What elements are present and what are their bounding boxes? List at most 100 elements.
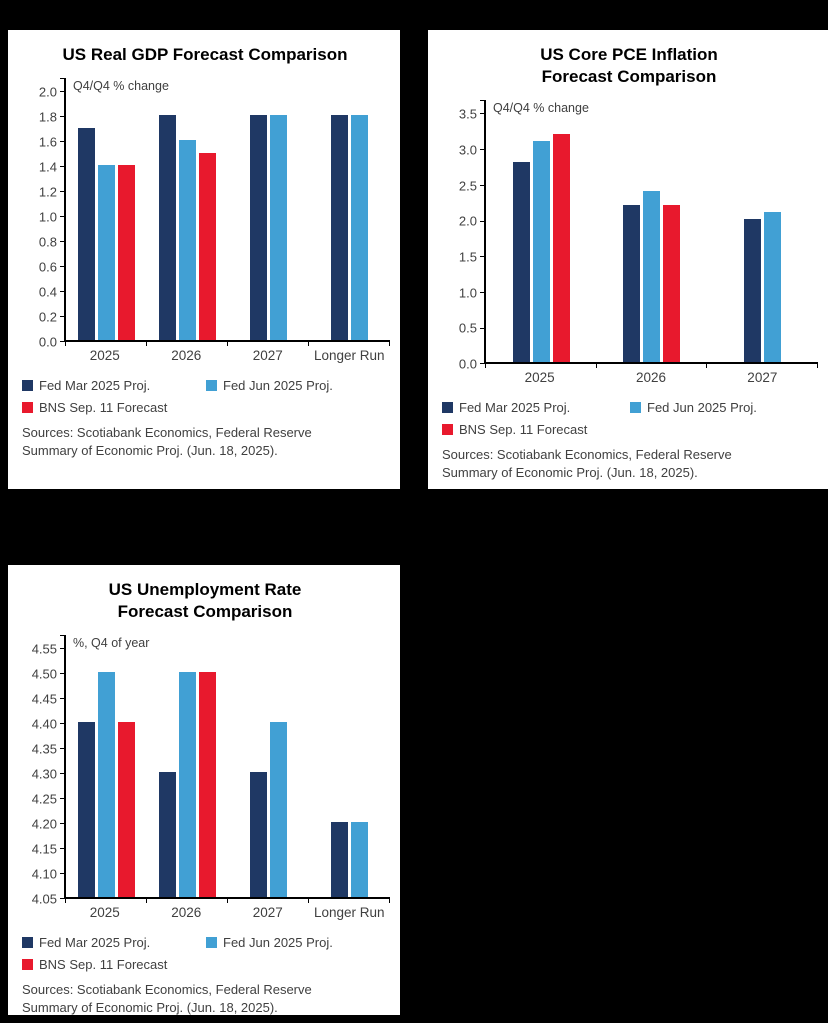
- y-tick-label: 0.0: [458, 356, 477, 372]
- bar: [532, 140, 550, 363]
- plot-unemployment: %, Q4 of year: [60, 635, 390, 904]
- bar: [98, 672, 115, 898]
- x-axis-label: 2025: [524, 370, 555, 386]
- y-tick-mark: [60, 191, 66, 193]
- legend-item-fed-mar: Fed Mar 2025 Proj.: [22, 378, 206, 393]
- x-tick-mark: [485, 362, 486, 369]
- bar-group-longer-run: [309, 635, 390, 898]
- legend-item-fed-jun: Fed Jun 2025 Proj.: [206, 935, 390, 950]
- y-tick-mark: [60, 291, 66, 293]
- x-tick-mark: [65, 897, 66, 904]
- y-tick-label: 0.4: [38, 284, 57, 300]
- legend-label-fed-mar: Fed Mar 2025 Proj.: [39, 378, 151, 394]
- chart-area-pce: 3.5 3.0 2.5 2.0 1.5 1.0 0.5 0.0 Q4/Q4 % change: [440, 100, 818, 372]
- x-tick-mark: [308, 340, 309, 347]
- y-tick-label: 3.5: [458, 106, 477, 122]
- y-axis-gdp: 2.0 1.8 1.6 1.4 1.2 1.0 0.8 0.6 0.4 0.2 0.0: [20, 78, 64, 350]
- x-axis-label: 2026: [171, 348, 202, 364]
- legend-item-bns: BNS Sep. 11 Forecast: [22, 957, 206, 972]
- bar: [331, 822, 348, 898]
- bar: [250, 115, 267, 341]
- y-tick-mark: [60, 823, 66, 825]
- y-tick-mark: [60, 216, 66, 218]
- bar: [623, 205, 641, 363]
- y-tick-mark: [480, 113, 486, 115]
- bar: [663, 205, 681, 363]
- y-tick-label: 0.0: [38, 334, 57, 350]
- bar: [512, 162, 530, 363]
- sources-note: Sources: Scotiabank Economics, Federal R…: [442, 447, 732, 481]
- y-tick-mark: [60, 873, 66, 875]
- legend-swatch-fed-jun: [206, 380, 217, 392]
- y-axis-pce: 3.5 3.0 2.5 2.0 1.5 1.0 0.5 0.0: [440, 100, 484, 372]
- x-tick-mark: [389, 897, 390, 904]
- x-tick-mark: [146, 897, 147, 904]
- x-tick-mark: [227, 340, 228, 347]
- legend-item-fed-jun: Fed Jun 2025 Proj.: [206, 378, 390, 393]
- bar: [98, 165, 115, 341]
- x-tick-mark: [227, 897, 228, 904]
- y-tick-label: 1.4: [38, 159, 57, 175]
- y-tick-label: 4.45: [31, 691, 57, 707]
- sources-note: Sources: Scotiabank Economics, Federal R…: [22, 425, 312, 459]
- bar-group-2025: [486, 100, 597, 363]
- y-tick-mark: [480, 184, 486, 186]
- y-tick-label: 1.6: [38, 134, 57, 150]
- y-axis-unemployment: 4.55 4.50 4.45 4.40 4.35 4.30 4.25 4.20 4.15 4.10…: [20, 635, 64, 907]
- chart-title-unemployment: US Unemployment Rate Forecast Comparison: [108, 580, 302, 622]
- legend-label-bns: BNS Sep. 11 Forecast: [459, 422, 588, 438]
- bar: [552, 133, 570, 363]
- bar-group-2027: [228, 78, 309, 341]
- bar-group-2027: [707, 100, 818, 363]
- legend-label-fed-jun: Fed Jun 2025 Proj.: [647, 400, 757, 416]
- x-axis-labels-gdp: 2025 2026 2027 Longer Run: [64, 342, 390, 366]
- y-tick-label: 2.0: [458, 213, 477, 229]
- y-tick-mark: [60, 166, 66, 168]
- x-axis-label: 2027: [252, 348, 283, 364]
- y-tick-label: 4.15: [31, 841, 57, 857]
- y-tick-mark: [60, 648, 66, 650]
- y-tick-label: 3.0: [458, 142, 477, 158]
- chart-title-pce: US Core PCE Inflation Forecast Compariso…: [540, 45, 718, 87]
- y-tick-label: 0.8: [38, 234, 57, 250]
- y-tick-mark: [480, 256, 486, 258]
- bar: [351, 822, 368, 898]
- y-tick-label: 4.50: [31, 666, 57, 682]
- legend-swatch-fed-mar: [22, 380, 33, 392]
- y-tick-label: 4.25: [31, 791, 57, 807]
- y-tick-label: 1.8: [38, 109, 57, 125]
- bar: [179, 140, 196, 341]
- y-tick-label: 1.2: [38, 184, 57, 200]
- legend-swatch-fed-jun: [630, 402, 641, 414]
- y-tick-label: 1.0: [38, 209, 57, 225]
- bar: [764, 212, 782, 363]
- y-tick-mark: [60, 898, 66, 900]
- legend-swatch-fed-mar: [442, 402, 453, 414]
- bar: [199, 152, 216, 341]
- plot-gdp: Q4/Q4 % change: [60, 78, 390, 347]
- bar: [159, 772, 176, 898]
- bar: [118, 165, 135, 341]
- x-tick-mark: [389, 340, 390, 347]
- bar: [351, 115, 368, 341]
- legend-item-fed-jun: Fed Jun 2025 Proj.: [630, 400, 818, 415]
- y-tick-label: 4.05: [31, 891, 57, 907]
- legend: Fed Mar 2025 Proj. Fed Jun 2025 Proj. BN…: [22, 935, 390, 979]
- bar-group-2025: [66, 78, 147, 341]
- x-tick-mark: [595, 362, 597, 369]
- y-tick-mark: [60, 773, 66, 775]
- bar: [78, 127, 95, 341]
- y-tick-mark: [60, 848, 66, 850]
- y-tick-mark: [60, 798, 66, 800]
- legend-swatch-bns: [22, 959, 33, 971]
- legend-item-fed-mar: Fed Mar 2025 Proj.: [22, 935, 206, 950]
- y-tick-label: 4.40: [31, 716, 57, 732]
- x-tick-mark: [308, 897, 309, 904]
- y-tick-mark: [60, 91, 66, 93]
- y-tick-mark: [60, 723, 66, 725]
- bar: [179, 672, 196, 898]
- axis-unit-note: Q4/Q4 % change: [73, 79, 169, 94]
- x-axis-labels-unemployment: 2025 2026 2027 Longer Run: [64, 899, 390, 923]
- panel-us-unemployment: US Unemployment Rate Forecast Comparison…: [8, 565, 400, 1015]
